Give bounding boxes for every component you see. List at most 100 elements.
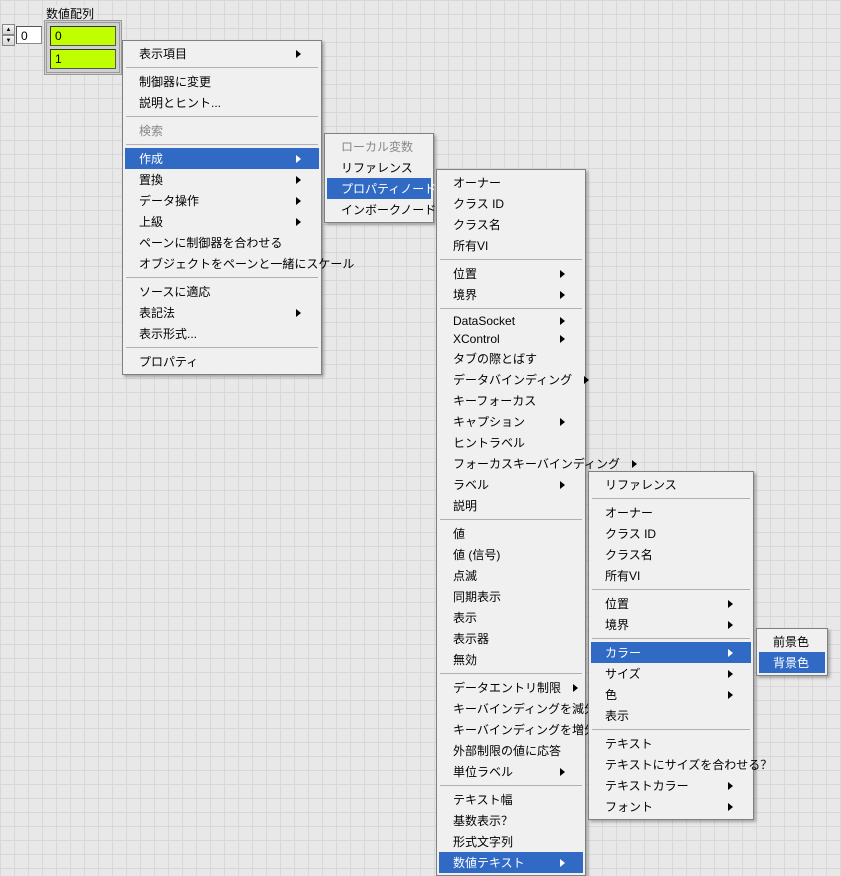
menu-item[interactable]: ヒントラベル (439, 432, 583, 453)
menu-item[interactable]: ラベル (439, 474, 583, 495)
menu-item[interactable]: 点滅 (439, 565, 583, 586)
menu-item[interactable]: キーバインディングを減分 (439, 698, 583, 719)
submenu-arrow-icon (296, 155, 301, 163)
menu-item-label: タブの際とばす (453, 350, 537, 367)
menu-item[interactable]: プロパティノード (327, 178, 431, 199)
menu-item[interactable]: 所有VI (439, 235, 583, 256)
menu-item[interactable]: インボークノード (327, 199, 431, 220)
menu-item[interactable]: キーフォーカス (439, 390, 583, 411)
menu-item[interactable]: クラス名 (439, 214, 583, 235)
menu-item[interactable]: 上級 (125, 211, 319, 232)
menu-item[interactable]: リファレンス (591, 474, 751, 495)
menu-item-label: クラス名 (453, 216, 501, 233)
menu-item-label: 所有VI (605, 567, 640, 584)
menu-item[interactable]: 前景色 (759, 631, 825, 652)
menu-item-label: キーバインディングを減分 (453, 700, 596, 717)
menu-item[interactable]: カラー (591, 642, 751, 663)
menu-item-label: 値 (信号) (453, 546, 500, 563)
menu-item-label: 制御器に変更 (139, 73, 211, 90)
menu-item[interactable]: 説明とヒント... (125, 92, 319, 113)
menu-item[interactable]: タブの際とばす (439, 348, 583, 369)
menu-item[interactable]: キーバインディングを増分 (439, 719, 583, 740)
menu-item[interactable]: 位置 (591, 593, 751, 614)
menu-item[interactable]: リファレンス (327, 157, 431, 178)
menu-item[interactable]: ソースに適応 (125, 281, 319, 302)
menu-item[interactable]: 背景色 (759, 652, 825, 673)
menu-item[interactable]: 作成 (125, 148, 319, 169)
menu-item[interactable]: 値 (439, 523, 583, 544)
array-frame[interactable]: 0 1 (44, 20, 122, 75)
array-cell[interactable]: 0 (50, 26, 116, 46)
menu-item[interactable]: 境界 (591, 614, 751, 635)
context-menu-2: ローカル変数リファレンスプロパティノードインボークノード (324, 133, 434, 223)
menu-item[interactable]: 基数表示？ (439, 810, 583, 831)
spinner-down-button[interactable]: ▼ (2, 35, 15, 46)
menu-item[interactable]: 制御器に変更 (125, 71, 319, 92)
submenu-arrow-icon (560, 768, 565, 776)
menu-item-label: テキストにサイズを合わせる？ (605, 756, 772, 773)
menu-item[interactable]: DataSocket (439, 312, 583, 330)
menu-item[interactable]: 表示器 (439, 628, 583, 649)
menu-item[interactable]: テキストカラー (591, 775, 751, 796)
menu-item[interactable]: 色 (591, 684, 751, 705)
menu-item[interactable]: テキストにサイズを合わせる？ (591, 754, 751, 775)
menu-item[interactable]: 数値テキスト (439, 852, 583, 873)
menu-item[interactable]: ペーンに制御器を合わせる (125, 232, 319, 253)
menu-item[interactable]: 値 (信号) (439, 544, 583, 565)
menu-item-label: データエントリ制限 (453, 679, 561, 696)
menu-item-label: データ操作 (139, 192, 199, 209)
menu-item[interactable]: 境界 (439, 284, 583, 305)
menu-item[interactable]: 単位ラベル (439, 761, 583, 782)
menu-item-label: オブジェクトをペーンと一緒にスケール (139, 255, 354, 272)
submenu-arrow-icon (560, 335, 565, 343)
menu-item[interactable]: 形式文字列 (439, 831, 583, 852)
menu-item[interactable]: クラス名 (591, 544, 751, 565)
menu-item[interactable]: クラス ID (439, 193, 583, 214)
menu-item-label: キーバインディングを増分 (453, 721, 596, 738)
menu-item[interactable]: 無効 (439, 649, 583, 670)
menu-item-label: 表示 (605, 707, 629, 724)
menu-item[interactable]: オーナー (591, 502, 751, 523)
menu-item[interactable]: 表示項目 (125, 43, 319, 64)
menu-item[interactable]: フォーカスキーバインディング (439, 453, 583, 474)
menu-item[interactable]: サイズ (591, 663, 751, 684)
menu-item[interactable]: データバインディング (439, 369, 583, 390)
index-input[interactable]: 0 (16, 26, 42, 44)
menu-item[interactable]: 所有VI (591, 565, 751, 586)
menu-item[interactable]: 外部制限の値に応答 (439, 740, 583, 761)
menu-item[interactable]: 表示 (439, 607, 583, 628)
menu-item[interactable]: プロパティ (125, 351, 319, 372)
menu-item-label: リファレンス (605, 476, 677, 493)
menu-item[interactable]: テキスト幅 (439, 789, 583, 810)
menu-item[interactable]: データ操作 (125, 190, 319, 211)
menu-item-label: 背景色 (773, 654, 809, 671)
index-spinner[interactable]: ▲ ▼ (2, 24, 15, 46)
menu-item[interactable]: 置換 (125, 169, 319, 190)
menu-item[interactable]: テキスト (591, 733, 751, 754)
menu-item[interactable]: データエントリ制限 (439, 677, 583, 698)
menu-item-label: 説明とヒント... (139, 94, 221, 111)
menu-item-label: 表示 (453, 609, 477, 626)
menu-item[interactable]: クラス ID (591, 523, 751, 544)
menu-item-label: 色 (605, 686, 617, 703)
submenu-arrow-icon (560, 418, 565, 426)
menu-separator (440, 308, 582, 309)
array-cell[interactable]: 1 (50, 49, 116, 69)
menu-item[interactable]: オーナー (439, 172, 583, 193)
menu-item[interactable]: 表示形式... (125, 323, 319, 344)
menu-item[interactable]: 説明 (439, 495, 583, 516)
menu-item[interactable]: フォント (591, 796, 751, 817)
menu-item[interactable]: 表記法 (125, 302, 319, 323)
menu-item-label: 位置 (605, 595, 629, 612)
menu-item[interactable]: 位置 (439, 263, 583, 284)
menu-item[interactable]: オブジェクトをペーンと一緒にスケール (125, 253, 319, 274)
menu-item[interactable]: 同期表示 (439, 586, 583, 607)
menu-item[interactable]: 表示 (591, 705, 751, 726)
menu-item[interactable]: XControl (439, 330, 583, 348)
menu-item-label: 単位ラベル (453, 763, 513, 780)
context-menu-3: オーナークラス ID クラス名所有VI 位置境界 DataSocketXControl… (436, 169, 586, 876)
menu-item-label: ラベル (453, 476, 489, 493)
submenu-arrow-icon (560, 291, 565, 299)
spinner-up-button[interactable]: ▲ (2, 24, 15, 35)
menu-item[interactable]: キャプション (439, 411, 583, 432)
